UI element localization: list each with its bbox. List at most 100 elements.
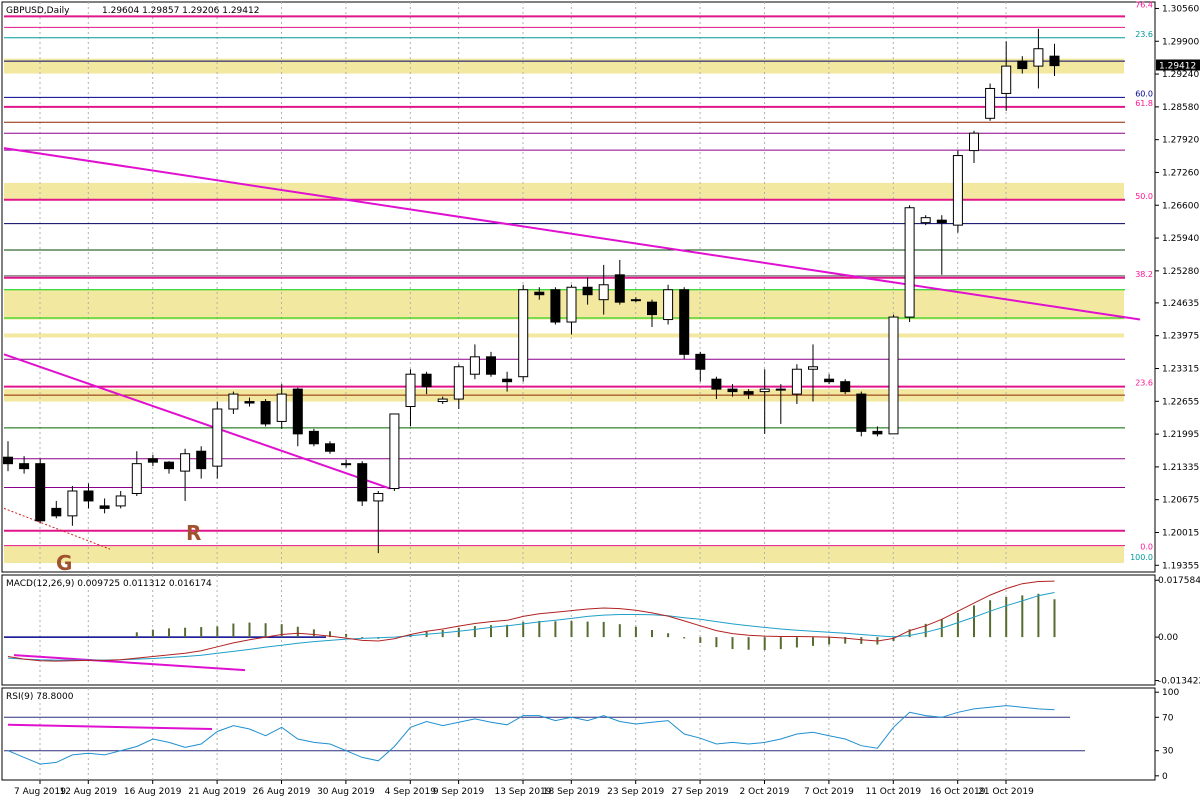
candle [888, 314, 899, 435]
candle [486, 351, 496, 377]
candle [1049, 43, 1060, 77]
candle-body [357, 463, 368, 502]
fib-label: 60.0 [1135, 89, 1153, 98]
y-tick-label: 1.27260 [1162, 168, 1199, 178]
y-tick-label: 1.25940 [1162, 234, 1199, 244]
ohlc-values: 1.29604 1.29857 1.29206 1.29412 [102, 6, 259, 16]
candle [308, 428, 319, 447]
candle [791, 364, 802, 405]
candle-body [856, 393, 867, 432]
x-tick-label: 7 Oct 2019 [804, 787, 854, 797]
candle-body [469, 356, 480, 375]
candle-body [373, 492, 384, 502]
rsi-line [7, 705, 1055, 765]
candle [582, 277, 593, 305]
candle-body [19, 463, 30, 470]
x-tick-label: 21 Aug 2019 [188, 787, 246, 797]
fib-label: 76.4 [1135, 0, 1153, 9]
y-tick-label: 0.017584 [1158, 576, 1200, 586]
candle [743, 389, 754, 400]
x-tick-label: 16 Oct 2019 [930, 787, 986, 797]
y-tick-label: 1.21335 [1162, 463, 1199, 473]
candle [357, 461, 368, 506]
candle [1017, 56, 1028, 74]
candle-body [405, 373, 416, 408]
candle [695, 351, 706, 382]
y-tick-label: 1.24635 [1162, 299, 1199, 309]
candle-body [3, 456, 13, 465]
candle [244, 397, 255, 407]
candle-body [743, 391, 754, 395]
candle [276, 384, 287, 429]
candle-body [727, 388, 738, 393]
macd-panel[interactable]: 0.017584 0.00 -0.013422 MACD(12,26,9) 0.00… [1, 574, 1200, 687]
candle-body [51, 507, 62, 517]
x-tick-label: 18 Sep 2019 [543, 787, 600, 797]
candle-body [244, 401, 255, 404]
candle [115, 490, 126, 509]
candle [421, 371, 432, 395]
macd-signal-line [7, 592, 1055, 661]
candle-body [260, 401, 271, 425]
y-tick-label: 1.23975 [1162, 332, 1199, 342]
candle [630, 297, 641, 303]
x-tick-label: 21 Oct 2019 [978, 787, 1034, 797]
candle-body [131, 463, 142, 494]
y-tick-label: 1.21995 [1162, 430, 1199, 440]
support-zone [4, 58, 1124, 74]
candle-body [1033, 48, 1044, 67]
y-tick-label: 1.22655 [1162, 397, 1199, 407]
candle [518, 284, 529, 382]
candle-body [1049, 55, 1060, 67]
candle-body [67, 490, 78, 517]
trendline [13, 654, 246, 672]
macd-main-line [7, 580, 1055, 662]
candle [711, 376, 722, 400]
rsi-panel[interactable]: 100 70 30 0 RSI(9) 78.8000 [1, 687, 1179, 782]
y-tick-label: 1.25280 [1162, 267, 1199, 277]
y-tick-label: 1.28580 [1162, 103, 1199, 113]
candle [292, 387, 303, 447]
candle [969, 130, 979, 164]
candle [260, 399, 271, 427]
chart-title: GBPUSD,Daily [6, 6, 70, 16]
candle [469, 344, 480, 380]
candle [83, 483, 94, 509]
candle-body [196, 450, 207, 470]
y-tick-label: 30 [1162, 747, 1174, 757]
candle-body [679, 289, 690, 355]
candle [196, 446, 207, 479]
candle [405, 369, 416, 427]
candle-body [180, 453, 191, 472]
candle-body [164, 461, 174, 470]
support-zone [4, 289, 1124, 320]
candle [51, 500, 62, 519]
candle-body [228, 393, 239, 410]
candle-body [325, 443, 335, 452]
candle [824, 374, 835, 385]
candle [1033, 28, 1044, 89]
support-zone [4, 182, 1124, 201]
candle-body [582, 286, 593, 296]
y-tick-label: 1.20015 [1162, 528, 1199, 538]
price-panel-frame [1, 1, 1156, 573]
y-tick-label: 1.29240 [1162, 70, 1199, 80]
candle [663, 284, 674, 325]
fib-label: 23.6 [1135, 30, 1153, 39]
candle [534, 287, 545, 300]
candle-body [566, 286, 577, 323]
candle [759, 369, 770, 434]
candle [727, 384, 738, 397]
candle-body [952, 155, 963, 226]
candle-body [904, 207, 915, 318]
y-tick-label: 0 [1162, 772, 1168, 782]
x-tick-label: 27 Sep 2019 [672, 787, 729, 797]
trendline [3, 507, 111, 550]
y-tick-label: 0.00 [1158, 633, 1178, 643]
candle [920, 215, 931, 226]
candle [180, 448, 191, 501]
y-tick-label: 1.27920 [1162, 136, 1199, 146]
